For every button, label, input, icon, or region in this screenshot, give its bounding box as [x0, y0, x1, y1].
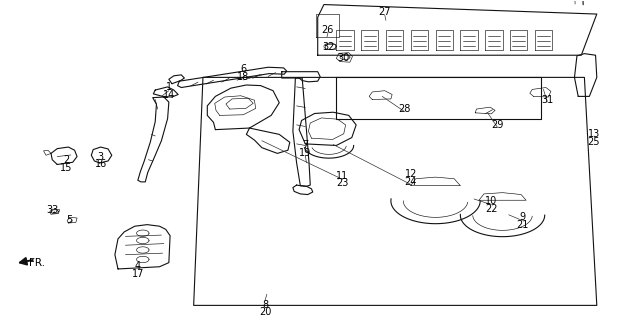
- Text: 25: 25: [587, 137, 600, 147]
- Text: 32: 32: [323, 42, 335, 52]
- Text: 9: 9: [520, 212, 525, 222]
- Text: 6: 6: [240, 64, 246, 75]
- Text: 24: 24: [404, 177, 417, 187]
- Text: 19: 19: [299, 148, 312, 158]
- Text: 23: 23: [336, 179, 349, 188]
- Text: 14: 14: [163, 90, 175, 100]
- Text: 20: 20: [259, 307, 271, 317]
- Text: 33: 33: [46, 205, 59, 215]
- Text: 12: 12: [404, 169, 417, 179]
- Text: 29: 29: [492, 120, 504, 130]
- Text: FR.: FR.: [29, 258, 45, 268]
- Text: 1: 1: [166, 82, 172, 92]
- Text: 26: 26: [321, 25, 333, 35]
- Text: 30: 30: [338, 53, 350, 63]
- Text: 11: 11: [336, 171, 349, 180]
- Text: 16: 16: [95, 159, 107, 170]
- Text: 18: 18: [237, 72, 249, 82]
- Text: 5: 5: [67, 215, 73, 225]
- Text: 31: 31: [541, 94, 553, 105]
- Text: 4: 4: [135, 261, 141, 271]
- Text: 13: 13: [587, 129, 600, 140]
- Text: 27: 27: [378, 7, 391, 18]
- Text: 22: 22: [485, 204, 498, 214]
- Text: 28: 28: [398, 104, 411, 114]
- Text: 10: 10: [485, 196, 498, 206]
- Text: 21: 21: [516, 220, 528, 230]
- Text: 7: 7: [302, 140, 308, 150]
- Text: 17: 17: [131, 269, 144, 279]
- Text: 8: 8: [262, 300, 268, 310]
- Text: 2: 2: [64, 155, 70, 165]
- Text: 15: 15: [60, 163, 73, 172]
- Text: 3: 3: [98, 152, 103, 162]
